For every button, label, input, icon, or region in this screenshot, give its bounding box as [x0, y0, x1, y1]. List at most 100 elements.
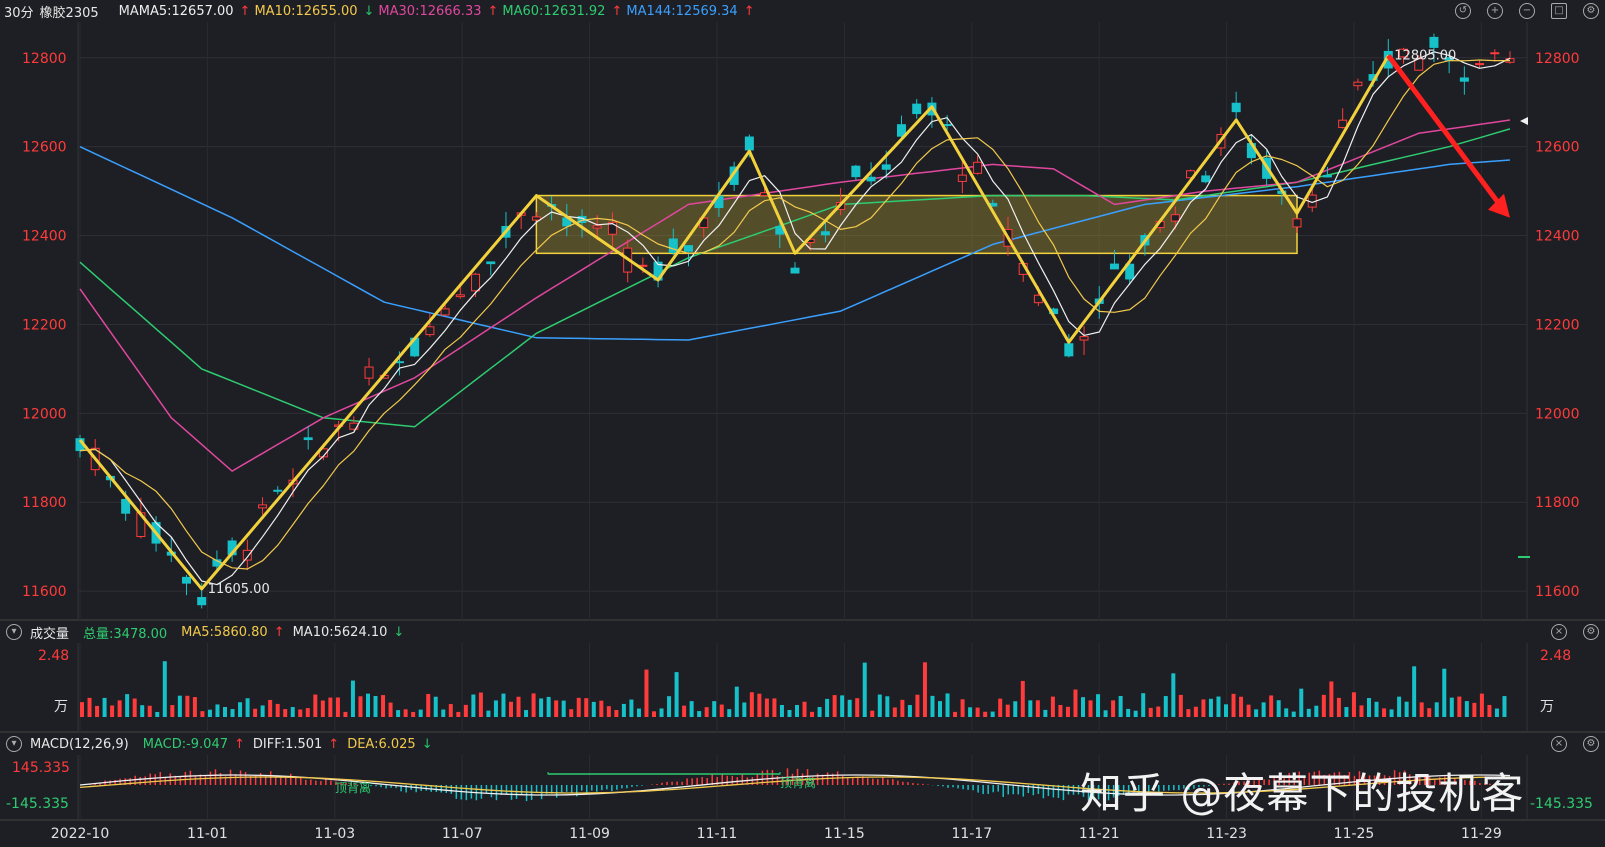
volume-bar	[524, 710, 529, 717]
candle-body	[455, 294, 465, 298]
volume-bar	[674, 672, 679, 717]
volume-bar	[433, 696, 438, 717]
diff-value: DIFF:1.501 ↑	[252, 736, 340, 752]
settings-icon[interactable]: ⚙	[1583, 3, 1599, 19]
date-tick: 11-21	[1079, 826, 1120, 842]
volume-bar	[682, 705, 687, 717]
candle-body	[1125, 263, 1135, 280]
macd-settings-icon[interactable]: ⚙	[1583, 736, 1599, 752]
collapse-volume-icon[interactable]: ▾	[6, 624, 22, 640]
volume-bar	[704, 707, 709, 717]
volume-bar	[727, 709, 732, 717]
volume-bar	[1351, 692, 1356, 717]
zoom-in-icon[interactable]: +	[1487, 3, 1503, 19]
undo-icon[interactable]: ↺	[1455, 3, 1471, 19]
volume-bar	[373, 696, 378, 717]
close-macd-icon[interactable]: ×	[1551, 736, 1567, 752]
price-annotations: 12805.00 11605.00	[208, 49, 1457, 597]
watermark: 知乎 @夜幕下的投机客	[1080, 769, 1525, 818]
volume-bar	[953, 711, 958, 717]
volume-bar	[260, 705, 265, 717]
ma60-value: MA60:12631.92 ↑	[502, 3, 623, 19]
volume-bar	[418, 709, 423, 717]
volume-bar	[847, 699, 852, 717]
symbol-label[interactable]: 橡胶2305	[39, 5, 99, 21]
low-label: 11605.00	[208, 582, 270, 597]
price-tick: 12600	[1535, 140, 1580, 156]
volume-bar	[907, 705, 912, 717]
volume-bar	[350, 680, 355, 717]
volume-bar	[614, 710, 619, 717]
volume-bar	[80, 702, 84, 717]
zigzag-path	[78, 54, 1390, 591]
divergence-note-2: 顶背离	[780, 775, 816, 790]
window-icon[interactable]: □	[1551, 3, 1567, 19]
volume-bar	[486, 710, 491, 717]
volume-bar	[1178, 694, 1183, 717]
volume-bar	[922, 662, 927, 717]
zigzag-line	[78, 54, 1390, 591]
date-tick: 11-17	[951, 826, 992, 842]
volume-bar	[659, 708, 664, 717]
volume-bar	[207, 709, 212, 717]
macd-bottom-label-right: -145.335	[1530, 796, 1593, 812]
zoom-out-icon[interactable]: −	[1519, 3, 1535, 19]
volume-bar	[1148, 707, 1153, 717]
volume-bar	[1261, 702, 1266, 717]
volume-bar	[1284, 708, 1289, 717]
date-tick: 11-25	[1334, 826, 1375, 842]
candle-body	[1338, 119, 1348, 128]
volume-bars	[80, 661, 1507, 717]
ma10-path	[79, 59, 1510, 570]
volume-bar	[1336, 697, 1341, 717]
ma-label: MA	[118, 3, 139, 19]
volume-bar	[192, 697, 197, 717]
candle-body	[607, 221, 617, 235]
volume-bar	[140, 705, 145, 717]
volume-bar	[253, 708, 258, 717]
volume-bar	[712, 701, 717, 717]
volume-settings-icon[interactable]: ⚙	[1583, 624, 1599, 640]
volume-bar	[606, 706, 611, 717]
volume-bar	[1058, 704, 1063, 717]
volume-bar	[1043, 709, 1048, 717]
candle-body	[1109, 263, 1119, 270]
volume-bar	[576, 697, 581, 717]
date-tick: 11-29	[1461, 826, 1502, 842]
volume-bar	[667, 696, 672, 717]
collapse-macd-icon[interactable]: ▾	[6, 736, 22, 752]
ma30-value: MA30:12666.33 ↑	[378, 3, 499, 19]
volume-bar	[328, 697, 333, 717]
volume-bar	[403, 709, 408, 717]
volume-bar	[1028, 700, 1033, 717]
volume-bar	[1397, 696, 1402, 717]
volume-bar	[441, 709, 446, 717]
volume-bar	[584, 698, 589, 717]
volume-bar	[1276, 700, 1281, 717]
volume-bar	[1231, 693, 1236, 717]
volume-bar	[742, 702, 747, 717]
volume-bar	[298, 709, 303, 717]
candle-body	[1322, 174, 1332, 178]
high-label: 12805.00	[1394, 49, 1456, 64]
volume-bar	[177, 695, 182, 717]
ma144-line	[79, 146, 1511, 341]
volume-bar	[1487, 704, 1492, 717]
volume-bar	[539, 698, 544, 717]
candle-body	[425, 326, 435, 336]
volume-bar	[652, 711, 656, 717]
volume-bar	[1419, 702, 1424, 717]
volume-bar	[358, 696, 363, 717]
volume-bar	[95, 705, 100, 717]
close-volume-icon[interactable]: ×	[1551, 624, 1567, 640]
volume-bar	[1367, 698, 1371, 717]
volume-bar	[1269, 695, 1274, 717]
period-label[interactable]: 30分	[4, 5, 34, 21]
volume-bar	[132, 698, 137, 717]
candle-body	[592, 225, 602, 229]
ma144-path	[79, 146, 1511, 341]
volume-bar	[1299, 688, 1304, 717]
volume-bar	[185, 695, 190, 717]
volume-bar	[1412, 666, 1417, 717]
